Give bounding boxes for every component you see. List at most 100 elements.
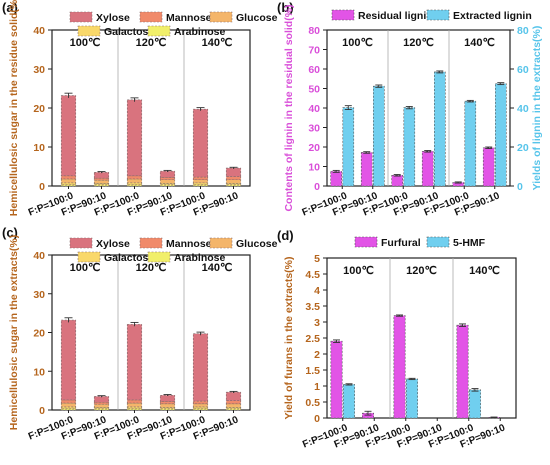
group-header: 100℃ <box>342 37 373 49</box>
y-tick-label: 70 <box>308 45 320 57</box>
legend-swatch <box>147 25 171 37</box>
bar <box>421 150 434 187</box>
y2-tick-label: 0 <box>517 181 523 193</box>
legend-swatch <box>331 9 355 21</box>
plot-frame <box>51 29 251 187</box>
bar <box>360 152 373 187</box>
legend-swatch <box>77 25 101 37</box>
bar-segment <box>225 176 242 181</box>
legend-label: Mannose <box>166 238 212 250</box>
y-tick-label: 30 <box>33 289 45 301</box>
bar-segment <box>159 403 176 408</box>
group-header: 100℃ <box>70 262 101 274</box>
bar-segment <box>60 95 77 177</box>
y-tick-label: 3.5 <box>305 301 320 313</box>
group-header: 100℃ <box>70 37 101 49</box>
plot-frame <box>51 254 251 411</box>
legend-label: Xylose <box>96 238 130 250</box>
bar-segment <box>225 400 242 405</box>
y-tick-label: 0.5 <box>305 397 320 409</box>
group-header: 120℃ <box>403 37 434 49</box>
y2-tick-label: 20 <box>517 142 529 154</box>
bar-segment <box>93 396 110 403</box>
bar-segment <box>192 403 209 408</box>
group-header: 140℃ <box>202 37 233 49</box>
panel-b: (b) 100℃ 120℃ 140℃ 0 10 20 30 40 50 60 70 80 Contents… <box>277 0 543 219</box>
bar <box>330 340 343 419</box>
group-header: 100℃ <box>343 265 374 277</box>
legend-label: Arabinose <box>174 26 226 38</box>
legend-label: Xylose <box>96 12 130 24</box>
y-axis-label: Hemicellulosic sugar in the residue soli… <box>8 0 20 216</box>
y-tick-label: 4 <box>314 285 320 297</box>
bar-segment <box>159 177 176 181</box>
plot-frame <box>326 29 511 187</box>
y-tick-label: 0 <box>314 181 320 193</box>
bar-segment <box>225 403 242 408</box>
legend-swatch <box>77 251 101 263</box>
y-tick-label: 0 <box>39 405 45 417</box>
legend-label: 5-HMF <box>453 237 486 249</box>
legend-label: Furfural <box>381 237 421 249</box>
bar <box>433 71 446 187</box>
y-tick-label: 0 <box>314 413 320 425</box>
y-tick-label: 10 <box>33 366 45 378</box>
bar <box>464 100 477 187</box>
y-tick-label: 50 <box>308 84 320 96</box>
legend-label: Arabinose <box>174 252 226 264</box>
bar-segment <box>225 391 242 401</box>
y-tick-label: 20 <box>33 103 45 115</box>
bar <box>342 107 355 187</box>
group-header: 120℃ <box>406 265 437 277</box>
bar <box>456 324 469 419</box>
bar-segment <box>192 400 209 405</box>
bar-segment <box>192 179 209 184</box>
panel-d: (d) 100℃ 120℃ 140℃ 0 0.5 1 1.5 2 2.5 3 3.5 4 4.5 5 Yiel… <box>277 228 517 451</box>
y-tick-label: 30 <box>308 123 320 135</box>
bar-segment <box>126 399 143 404</box>
bar-segment <box>192 108 209 178</box>
legend-swatch <box>209 237 233 249</box>
bar-segment <box>159 179 176 184</box>
y-axis-label: Contents of lignin in the residual solid… <box>283 4 295 211</box>
bar <box>482 147 495 187</box>
bar <box>343 384 355 419</box>
bar-segment <box>159 401 176 405</box>
bar-segment <box>93 172 110 179</box>
bar <box>469 389 481 419</box>
legend-label: Glucose <box>236 238 278 250</box>
y-tick-label: 60 <box>308 64 320 76</box>
legend-label: Extracted lignin <box>453 10 532 22</box>
y-tick-label: 1.5 <box>305 365 320 377</box>
bar-segment <box>192 333 209 402</box>
legend-swatch <box>69 237 93 249</box>
bar-segment <box>60 175 77 180</box>
y2-tick-label: 60 <box>517 64 529 76</box>
panel-label: (b) <box>277 0 294 15</box>
legend-swatch <box>139 11 163 23</box>
bar-segment <box>126 324 143 401</box>
y-tick-label: 30 <box>33 64 45 76</box>
y-tick-label: 10 <box>308 162 320 174</box>
bar <box>391 174 404 187</box>
legend-swatch <box>426 9 450 21</box>
group-header: 140℃ <box>202 262 233 274</box>
y-tick-label: 40 <box>33 250 45 262</box>
panel-c: (c) 100℃ 120℃ 140℃ 0 10 20 30 40 Hemicellulosic s… <box>2 225 278 443</box>
y2-axis-label: Yields of lignin in the extracts(%) <box>531 26 543 191</box>
legend-swatch <box>139 237 163 249</box>
panel-label: (c) <box>2 225 18 240</box>
bar <box>362 412 374 419</box>
y-axis-label: Yield of furans in the extracts(%) <box>283 257 295 420</box>
panel-label: (d) <box>277 228 294 243</box>
bar-segment <box>93 403 110 408</box>
group-header: 120℃ <box>136 262 167 274</box>
y-tick-label: 1 <box>314 381 320 393</box>
y-tick-label: 40 <box>33 25 45 37</box>
y-tick-label: 2 <box>314 349 320 361</box>
y-tick-label: 20 <box>308 142 320 154</box>
legend-label: Galactose <box>104 26 154 38</box>
plot-frame <box>326 257 517 419</box>
